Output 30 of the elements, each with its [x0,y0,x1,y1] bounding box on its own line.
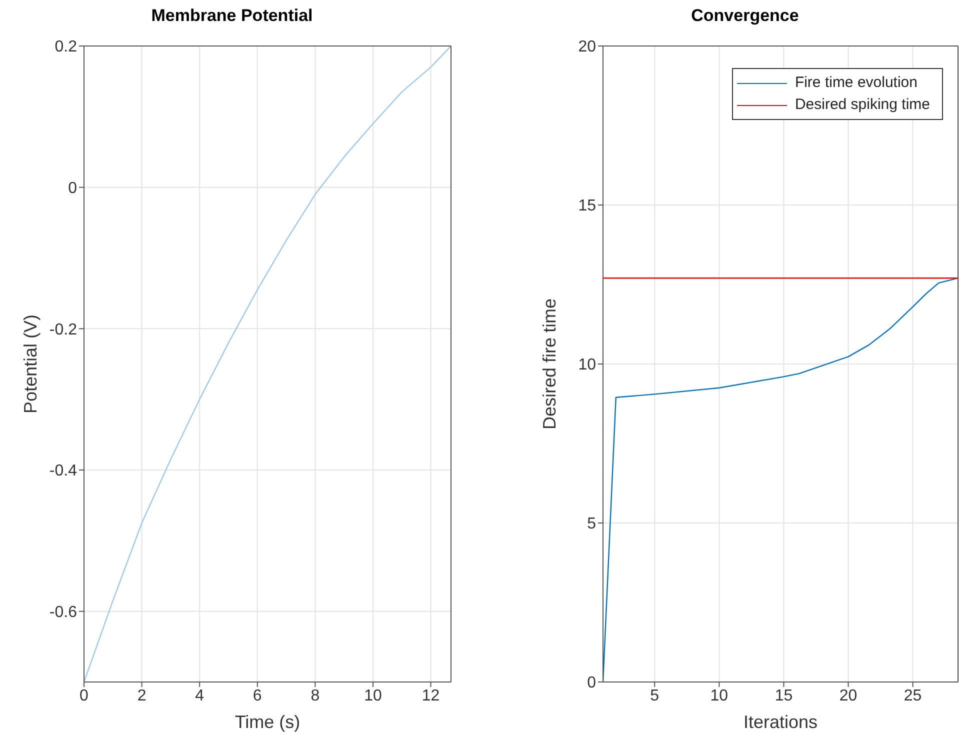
y-axis-title: Desired fire time [539,298,560,430]
x-tick-label: 8 [310,687,320,704]
y-tick-label: 0 [68,180,78,198]
x-tick-label: 10 [710,687,728,704]
x-axis-title: Iterations [743,712,818,732]
x-tick-label: 10 [364,687,382,704]
legend-label: Desired spiking time [794,95,930,115]
x-tick-label: 0 [80,687,89,704]
x-tick-label: 20 [839,687,858,704]
x-tick-label: 15 [774,687,793,704]
y-tick-label: -0.2 [49,321,78,338]
y-tick-label: 0.2 [54,38,78,56]
chart-title: Membrane Potential [150,6,314,26]
x-tick-label: 12 [422,687,440,704]
x-tick-label: 5 [650,687,660,704]
chart-title: Convergence [690,6,800,26]
y-tick-label: 10 [578,356,596,374]
x-tick-label: 6 [252,687,262,704]
x-axis-title: Time (s) [234,712,300,732]
legend-label: Fire time evolution [794,73,918,93]
y-tick-label: 5 [587,516,596,533]
y-tick-label: 20 [578,38,596,56]
x-tick-label: 2 [137,687,146,704]
y-tick-label: -0.4 [49,462,78,480]
x-tick-label: 4 [195,687,204,704]
y-axis-title: Potential (V) [20,314,40,414]
x-tick-label: 25 [904,687,922,704]
y-tick-label: -0.6 [49,604,78,622]
y-tick-label: 15 [578,198,596,215]
y-tick-label: 0 [587,674,596,692]
